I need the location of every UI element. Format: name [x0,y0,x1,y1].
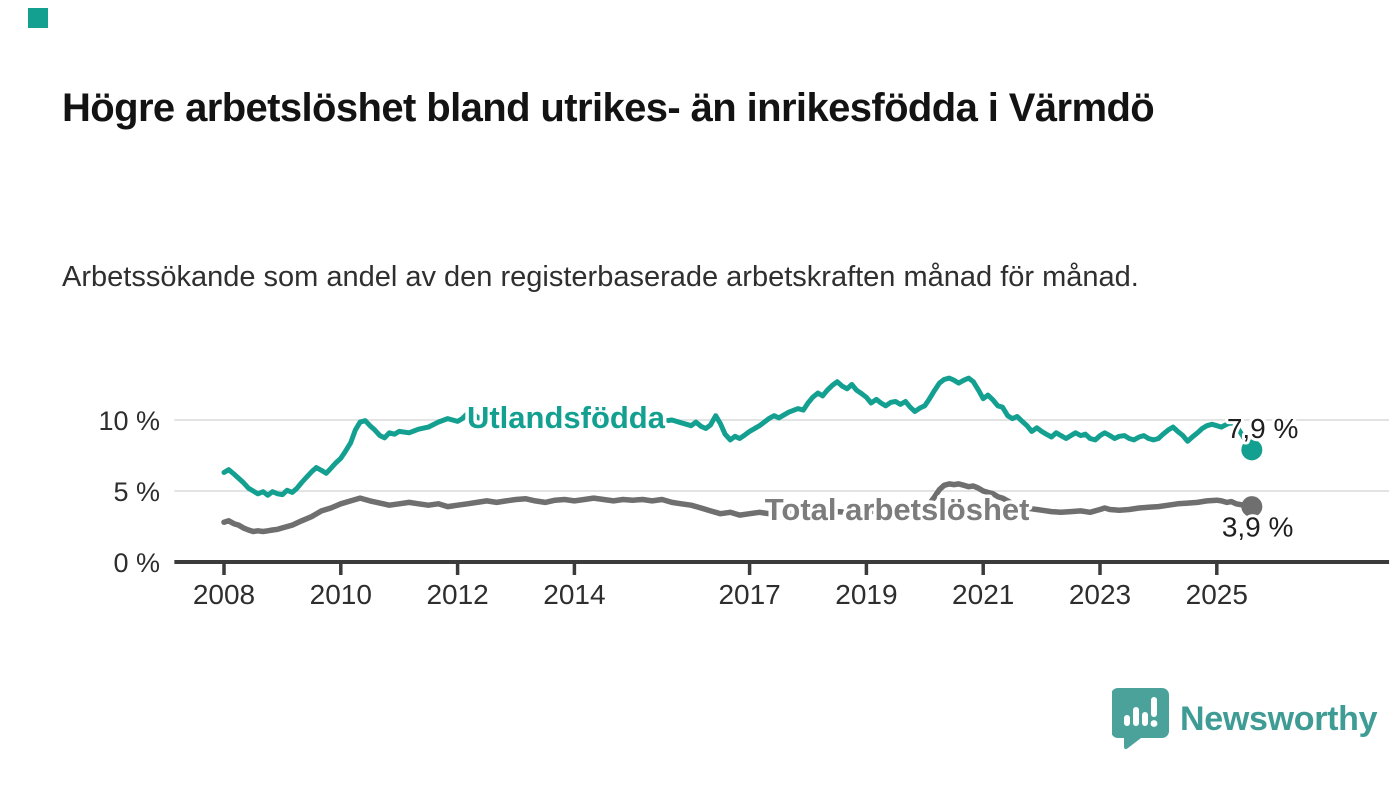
x-tick-label: 2017 [718,579,780,610]
series-end-dot [1241,439,1263,461]
y-tick-label: 0 % [113,548,160,578]
series-end-label: 7,9 % [1227,413,1299,444]
page-title: Högre arbetslöshet bland utrikes- än inr… [62,85,1155,130]
y-tick-label: 5 % [113,477,160,507]
x-tick-label: 2025 [1186,579,1248,610]
series-end-label: 3,9 % [1222,512,1294,543]
newsworthy-logo-icon [1111,685,1170,754]
series-line-total [221,481,1255,535]
line-chart: 2008 2010 2012 2014 2017 2019 2021 2023 2025 0 % 5… [0,340,1400,640]
series-label-total: Total arbetslöshet [765,492,1030,527]
y-tick-label: 10 % [98,406,160,436]
x-tick-label: 2021 [952,579,1014,610]
x-tick-label: 2012 [426,579,488,610]
brand-footer: Newsworthy [1111,684,1378,754]
series-end-dot [1241,496,1263,518]
brand-name: Newsworthy [1180,699,1378,738]
chart-canvas: 2008 2010 2012 2014 2017 2019 2021 2023 2025 0 % 5… [98,375,1390,610]
series-label-utlandsfodda: Utlandsfödda [467,400,666,435]
series-line-utlandsfodda [221,375,1255,498]
accent-square [28,8,48,28]
x-tick-label: 2019 [835,579,897,610]
chart-subtitle: Arbetssökande som andel av den registerb… [62,261,1139,293]
x-tick-label: 2010 [310,579,372,610]
x-tick-label: 2023 [1069,579,1131,610]
x-tick-label: 2014 [543,579,605,610]
x-tick-label: 2008 [193,579,255,610]
logo-bubble [1111,687,1169,749]
